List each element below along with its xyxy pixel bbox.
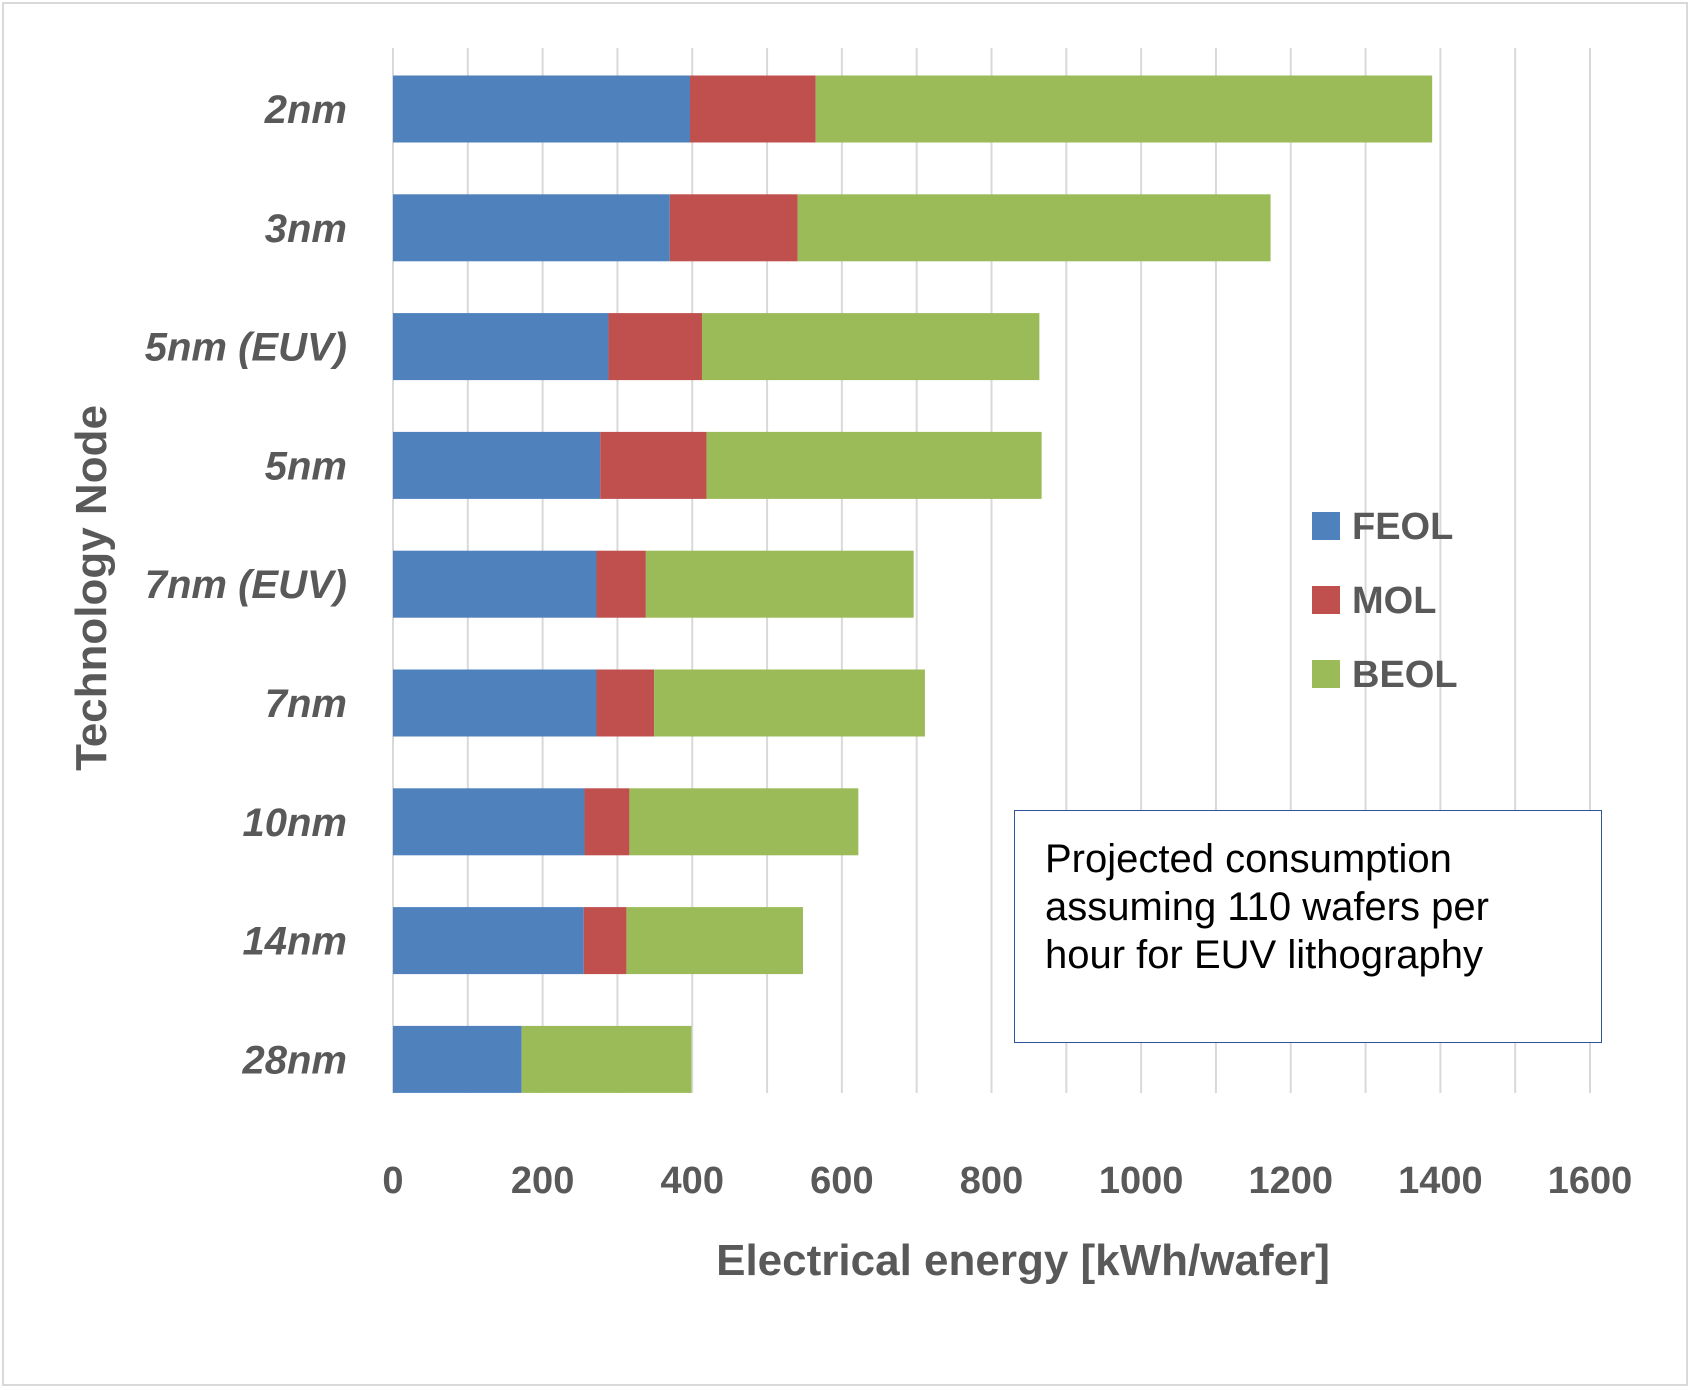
bar-feol (393, 194, 670, 262)
bar-mol (690, 75, 816, 143)
x-tick-label: 800 (960, 1160, 1023, 1202)
legend-swatch-mol (1312, 586, 1340, 614)
y-tick-label: 28nm (242, 1038, 348, 1082)
x-tick-labels: 0 200 400 600 800 1000 1200 1400 1600 (382, 1160, 1632, 1202)
bar-mol (669, 194, 798, 262)
legend-label-feol: FEOL (1352, 506, 1453, 548)
bar-mol (583, 907, 627, 975)
bar-beol (629, 788, 859, 856)
legend-label-beol: BEOL (1352, 654, 1458, 696)
x-axis-title: Electrical energy [kWh/wafer] (716, 1236, 1330, 1285)
x-tick-label: 0 (382, 1160, 403, 1202)
x-tick-label: 1400 (1398, 1160, 1483, 1202)
bar-feol (393, 669, 597, 737)
bar-mol (600, 431, 707, 499)
y-tick-label: 7nm (265, 682, 347, 726)
bar-mol (584, 788, 630, 856)
legend-swatch-feol (1312, 512, 1340, 540)
x-tick-label: 1200 (1248, 1160, 1333, 1202)
y-axis-title: Technology Node (67, 405, 116, 771)
bar-feol (393, 313, 609, 381)
x-tick-label: 200 (511, 1160, 574, 1202)
bar-mol (596, 669, 655, 737)
y-tick-label: 5nm (EUV) (145, 326, 347, 370)
y-tick-labels: 2nm 3nm 5nm (EUV) 5nm 7nm (EUV) 7nm 10nm 14nm 28… (145, 88, 347, 1082)
bar-feol (393, 1025, 522, 1093)
y-tick-label: 5nm (265, 444, 347, 488)
x-tick-label: 1000 (1099, 1160, 1184, 1202)
bar-feol (393, 907, 584, 975)
legend-label-mol: MOL (1352, 580, 1436, 622)
bar-beol (706, 431, 1042, 499)
y-tick-label: 14nm (243, 920, 348, 964)
legend-swatch-beol (1312, 660, 1340, 688)
bar-beol (654, 669, 925, 737)
bar-feol (393, 550, 597, 618)
bar-beol (521, 1025, 692, 1093)
bar-beol (626, 907, 803, 975)
bar-mol (596, 550, 646, 618)
x-tick-label: 400 (661, 1160, 724, 1202)
bar-beol (701, 313, 1040, 381)
x-tick-label: 600 (810, 1160, 873, 1202)
legend: FEOL MOL BEOL (1312, 506, 1458, 696)
bar-feol (393, 431, 601, 499)
x-tick-label: 1600 (1548, 1160, 1633, 1202)
annotation-text: Projected consumption assuming 110 wafer… (1045, 837, 1489, 977)
bar-mol (608, 313, 702, 381)
y-tick-label: 2nm (264, 88, 347, 132)
y-tick-label: 3nm (265, 207, 347, 251)
bar-beol (815, 75, 1433, 143)
y-tick-label: 7nm (EUV) (145, 563, 347, 607)
annotation-box: Projected consumption assuming 110 wafer… (1014, 810, 1602, 1043)
bar-feol (393, 788, 585, 856)
y-tick-label: 10nm (243, 801, 348, 845)
bar-beol (797, 194, 1271, 262)
bars (393, 75, 1433, 1093)
bar-feol (393, 75, 691, 143)
bar-beol (645, 550, 914, 618)
